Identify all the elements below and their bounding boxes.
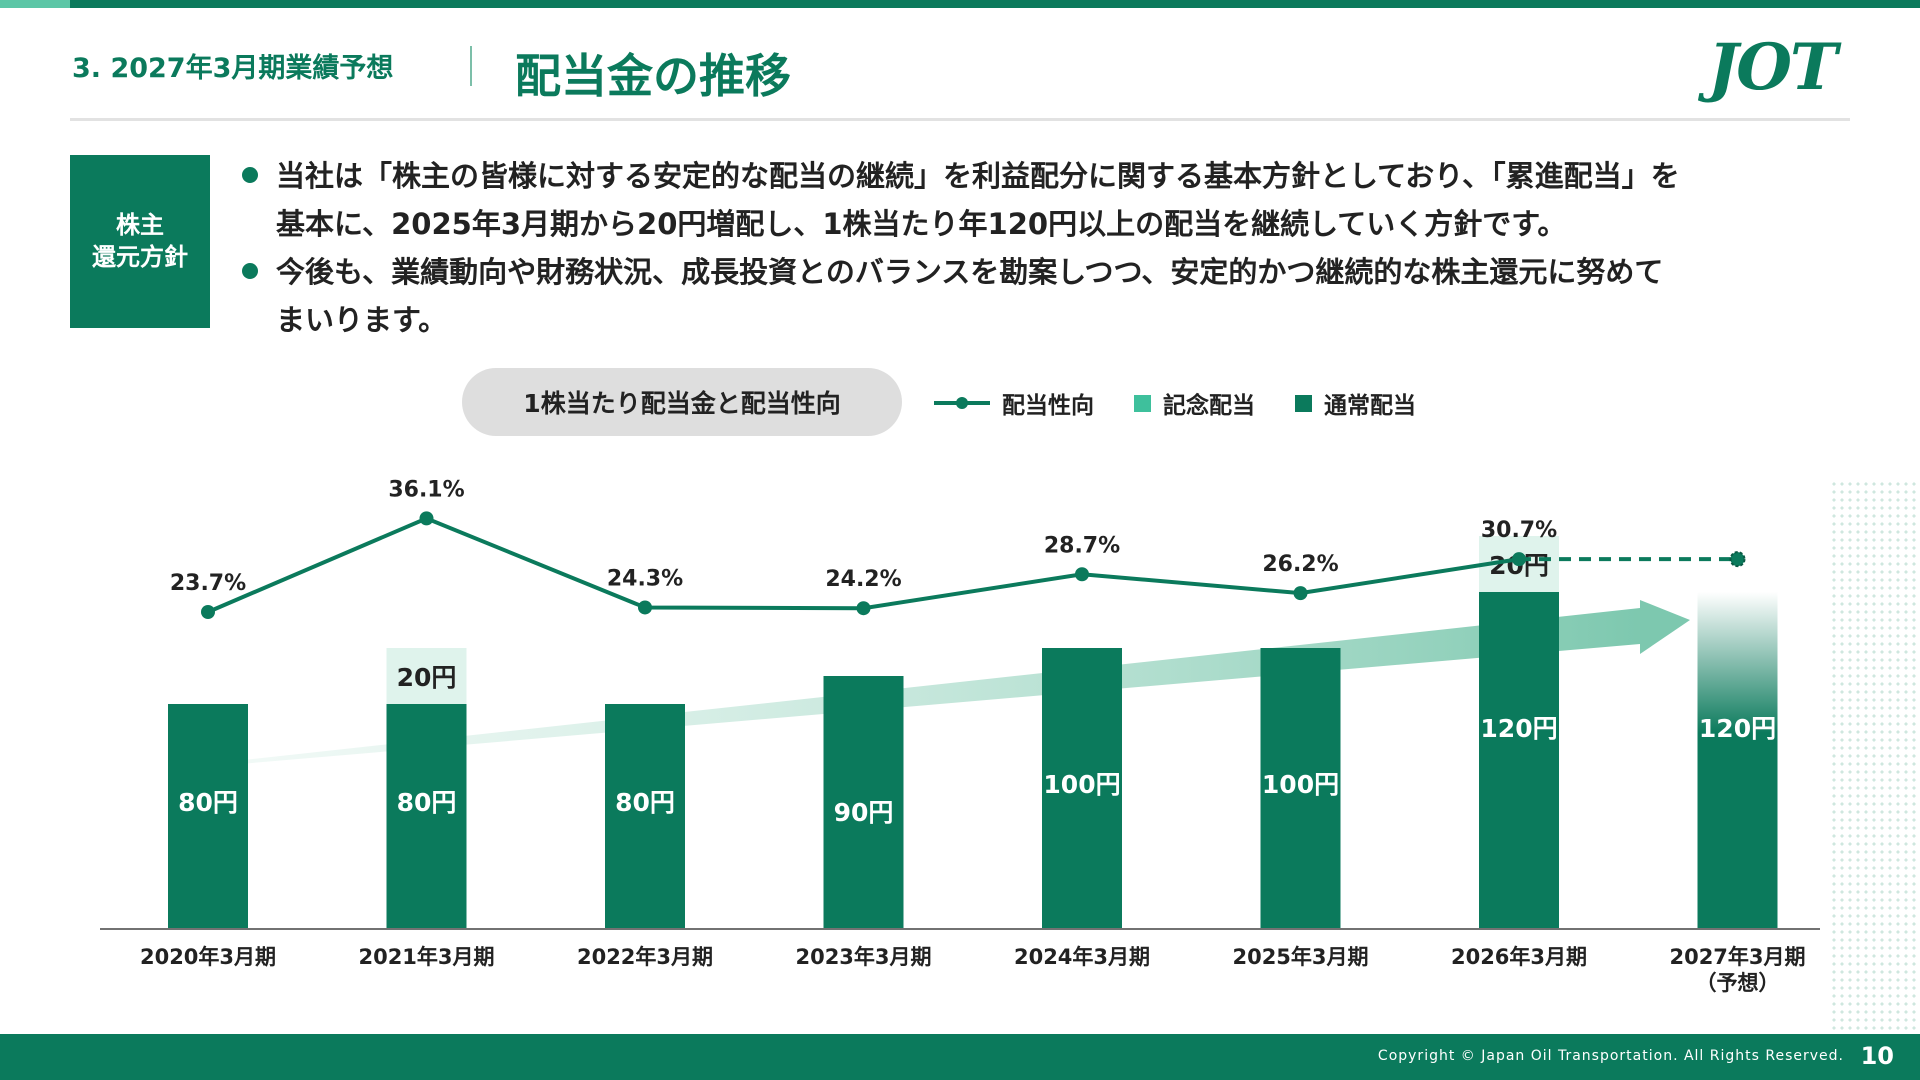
payout-ratio-label: 30.7% <box>1481 518 1557 543</box>
bar-regular-dividend <box>1697 592 1778 928</box>
x-tick-label: 2023年3月期 <box>795 945 931 969</box>
bar-regular-dividend <box>823 676 904 928</box>
payout-ratio-point <box>638 600 652 615</box>
title-divider <box>70 118 1850 121</box>
bar-regular-dividend <box>1042 648 1122 928</box>
bar-regular-dividend <box>1479 592 1559 928</box>
policy-tag: 株主 還元方針 <box>70 155 210 328</box>
bullet-line: 基本に、2025年3月期から20円増配し、1株当たり年120円以上の配当を継続し… <box>276 207 1567 241</box>
payout-ratio-label: 36.1% <box>388 477 464 502</box>
copyright-text: Copyright © Japan Oil Transportation. Al… <box>1377 1048 1844 1064</box>
bar-regular-dividend <box>605 704 685 928</box>
bar-regular-dividend <box>386 704 467 928</box>
bar-value-label: 80円 <box>397 788 457 817</box>
bar-value-label: 100円 <box>1262 770 1339 799</box>
page-number: 10 <box>1860 1042 1894 1070</box>
payout-ratio-point <box>1075 567 1089 582</box>
payout-ratio-label: 24.3% <box>607 566 683 591</box>
bullet-item: 今後も、業績動向や財務状況、成長投資とのバランスを勘案しつつ、安定的かつ継続的な… <box>240 248 1860 344</box>
x-tick-label: 2022年3月期 <box>577 945 713 969</box>
square-swatch-icon <box>1134 394 1151 412</box>
bullet-dot-icon <box>242 167 258 183</box>
bar-memorial-dividend <box>386 648 467 704</box>
decorative-dot-pattern <box>1830 480 1920 1040</box>
payout-ratio-point <box>419 511 434 526</box>
bar-value-label: 80円 <box>615 788 675 817</box>
bar-value-label: 120円 <box>1480 714 1557 743</box>
policy-tag-line1: 株主 <box>116 211 164 240</box>
top-accent-highlight <box>0 0 70 8</box>
x-tick-note: （予想） <box>1696 971 1780 995</box>
payout-ratio-point <box>1512 552 1526 567</box>
chart-title: 1株当たり配当金と配当性向 <box>462 368 902 436</box>
bullet-item: 当社は「株主の皆様に対する安定的な配当の継続」を利益配分に関する基本方針としてお… <box>240 152 1860 248</box>
legend-label: 配当性向 <box>1002 393 1094 419</box>
bar-regular-dividend <box>1260 648 1341 928</box>
payout-ratio-point <box>1293 586 1308 601</box>
x-tick-label: 2020年3月期 <box>140 945 276 969</box>
growth-arrow-head-icon <box>1640 600 1690 654</box>
x-tick-label: 2024年3月期 <box>1014 945 1150 969</box>
line-marker-icon <box>934 397 990 409</box>
section-label: 3. 2027年3月期業績予想 <box>72 53 394 84</box>
bar-value-label: 120円 <box>1699 714 1776 743</box>
title-separator <box>470 46 472 86</box>
chart-legend: 配当性向 記念配当 通常配当 <box>934 386 1456 420</box>
payout-ratio-label: 26.2% <box>1262 552 1338 577</box>
legend-memorial-dividend: 記念配当 <box>1134 386 1255 420</box>
bullet-dot-icon <box>242 263 258 279</box>
legend-regular-dividend: 通常配当 <box>1295 386 1416 420</box>
policy-bullets: 当社は「株主の皆様に対する安定的な配当の継続」を利益配分に関する基本方針としてお… <box>240 152 1860 344</box>
bullet-line: 当社は「株主の皆様に対する安定的な配当の継続」を利益配分に関する基本方針としてお… <box>276 159 1680 193</box>
payout-ratio-forecast-point <box>1729 551 1746 568</box>
payout-ratio-point <box>856 601 871 616</box>
legend-payout-ratio: 配当性向 <box>934 386 1094 420</box>
company-logo: JOT <box>1708 30 1838 105</box>
bar-value-label: 90円 <box>834 798 894 827</box>
policy-tag-line2: 還元方針 <box>92 242 188 271</box>
dividend-chart: 80円 2020年3月期 80円 20円 2021年3月期 80円 2022年3月期 90円 2… <box>100 477 1820 995</box>
payout-ratio-label: 28.7% <box>1044 533 1120 558</box>
x-tick-label: 2027年3月期 <box>1669 945 1805 969</box>
bullet-line: まいります。 <box>276 303 448 337</box>
payout-ratio-point <box>201 605 215 619</box>
legend-label: 通常配当 <box>1324 393 1416 419</box>
square-swatch-icon <box>1295 394 1312 412</box>
bullet-line: 今後も、業績動向や財務状況、成長投資とのバランスを勘案しつつ、安定的かつ継続的な… <box>276 255 1664 289</box>
payout-ratio-label: 23.7% <box>170 571 246 596</box>
top-accent-bar <box>0 0 1920 8</box>
page-title: 配当金の推移 <box>515 49 791 103</box>
bar-regular-dividend <box>168 704 248 928</box>
x-tick-label: 2025年3月期 <box>1232 945 1368 969</box>
payout-ratio-label: 24.2% <box>825 567 901 592</box>
legend-label: 記念配当 <box>1163 393 1255 419</box>
bar-value-label: 100円 <box>1043 770 1120 799</box>
x-tick-label: 2026年3月期 <box>1451 945 1587 969</box>
footer-bar <box>0 1034 1920 1080</box>
bar-value-label: 80円 <box>178 788 238 817</box>
bar-memorial-label: 20円 <box>397 663 457 692</box>
x-tick-label: 2021年3月期 <box>358 945 494 969</box>
